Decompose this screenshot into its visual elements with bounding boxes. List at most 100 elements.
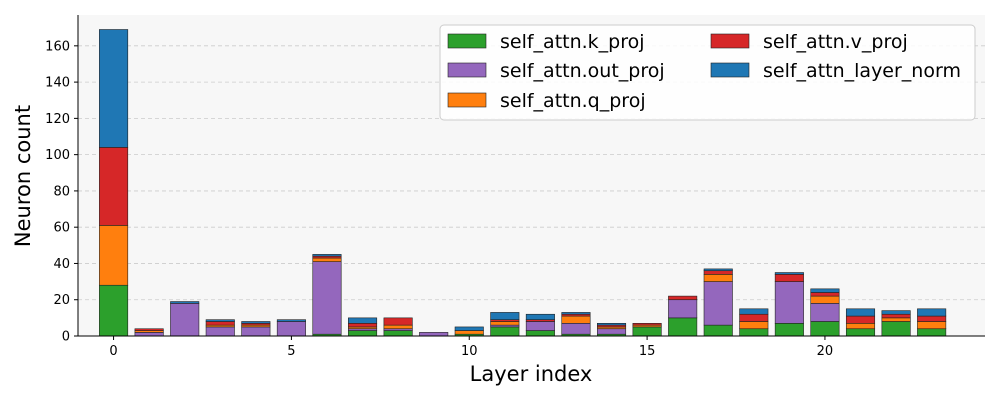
bar-segment bbox=[597, 323, 627, 326]
bar-segment bbox=[810, 321, 840, 337]
bar-segment bbox=[312, 254, 342, 257]
bar-segment bbox=[205, 321, 235, 326]
y-tick-label: 40 bbox=[53, 257, 70, 272]
y-axis-title: Neuron count bbox=[11, 105, 35, 247]
bar-segment bbox=[845, 328, 876, 337]
y-tick-label: 0 bbox=[62, 330, 70, 345]
bar-segment bbox=[881, 310, 911, 315]
bar-segment bbox=[561, 323, 591, 335]
bar-segment bbox=[490, 321, 520, 326]
bar-segment bbox=[739, 313, 769, 322]
legend-swatch bbox=[447, 92, 487, 108]
bar-segment bbox=[454, 330, 484, 335]
legend-swatch bbox=[447, 62, 487, 78]
bar-segment bbox=[703, 270, 733, 275]
bar-segment bbox=[739, 308, 769, 315]
bar-segment bbox=[810, 303, 840, 322]
bar-segment bbox=[276, 319, 306, 322]
bar-segment bbox=[774, 272, 804, 275]
bar-segment bbox=[561, 312, 591, 315]
bar-segment bbox=[810, 292, 840, 297]
bar-segment bbox=[917, 308, 947, 317]
bar-segment bbox=[810, 288, 840, 293]
x-tick-label: 5 bbox=[287, 344, 295, 359]
bar-segment bbox=[490, 312, 520, 320]
bar-segment bbox=[276, 321, 306, 337]
bar-segment bbox=[454, 326, 484, 331]
bar-segment bbox=[703, 268, 733, 272]
bar-segment bbox=[917, 321, 947, 330]
bar-segment bbox=[561, 315, 591, 324]
legend-swatch bbox=[710, 62, 750, 78]
bar-segment bbox=[668, 317, 698, 337]
bar-segment bbox=[917, 328, 947, 337]
legend-box bbox=[439, 24, 976, 121]
y-tick-label: 140 bbox=[45, 76, 70, 91]
bar-segment bbox=[881, 317, 911, 322]
bar-segment bbox=[490, 326, 520, 337]
x-tick-label: 0 bbox=[109, 344, 117, 359]
y-tick-label: 120 bbox=[45, 112, 70, 127]
bar-segment bbox=[845, 308, 876, 317]
bar-segment bbox=[241, 326, 271, 337]
bar-segment bbox=[881, 321, 911, 337]
y-tick-label: 100 bbox=[45, 148, 70, 163]
y-tick-label: 60 bbox=[53, 221, 70, 236]
legend: self_attn.k_proj self_attn.v_proj self_att… bbox=[439, 24, 976, 121]
bar-segment bbox=[525, 330, 555, 337]
bar-segment bbox=[348, 317, 378, 324]
x-axis-title: Layer index bbox=[470, 362, 593, 386]
bar-segment bbox=[774, 323, 804, 337]
bar-segment bbox=[419, 332, 449, 337]
bar-segment bbox=[170, 301, 200, 304]
y-tick-label: 20 bbox=[53, 293, 70, 308]
bar-segment bbox=[668, 295, 698, 301]
bar-segment bbox=[134, 328, 164, 331]
bar-segment bbox=[668, 299, 698, 319]
bar-segment bbox=[632, 326, 662, 337]
x-tick-label: 15 bbox=[639, 344, 656, 359]
bar-segment bbox=[241, 321, 271, 324]
bar-segment bbox=[99, 147, 129, 226]
bar-segment bbox=[632, 323, 662, 326]
bar-segment bbox=[810, 295, 840, 304]
bar-segment bbox=[917, 315, 947, 322]
bar-segment bbox=[845, 323, 876, 330]
bar-segment bbox=[597, 328, 627, 335]
legend-label: self_attn.k_proj bbox=[500, 31, 645, 53]
bar-segment bbox=[348, 323, 378, 328]
bar-segment bbox=[774, 274, 804, 282]
y-ticks: 0 20 40 60 80 100 120 140 160 bbox=[45, 39, 78, 345]
bar-segment bbox=[703, 324, 733, 337]
bar-segment bbox=[739, 321, 769, 330]
legend-label: self_attn.out_proj bbox=[500, 60, 665, 82]
bar-segment bbox=[525, 313, 555, 320]
bar-segment bbox=[312, 261, 342, 335]
legend-swatch bbox=[447, 33, 487, 49]
x-ticks: 0 5 10 15 20 bbox=[109, 336, 833, 359]
bar-segment bbox=[170, 303, 200, 337]
bar-segment bbox=[205, 319, 235, 322]
bar-segment bbox=[383, 330, 413, 337]
bars-group bbox=[99, 29, 947, 337]
bar-segment bbox=[774, 281, 804, 324]
bar-segment bbox=[99, 29, 129, 148]
bar-segment bbox=[703, 274, 733, 282]
y-tick-label: 160 bbox=[45, 39, 70, 54]
legend-label: self_attn_layer_norm bbox=[763, 60, 961, 82]
bar-segment bbox=[525, 321, 555, 331]
legend-label: self_attn.q_proj bbox=[500, 90, 646, 112]
bar-segment bbox=[205, 326, 235, 337]
legend-swatch bbox=[710, 33, 750, 49]
bar-segment bbox=[134, 332, 164, 337]
x-tick-label: 10 bbox=[461, 344, 478, 359]
bar-segment bbox=[383, 324, 413, 330]
x-tick-label: 20 bbox=[817, 344, 834, 359]
bar-segment bbox=[881, 313, 911, 319]
bar-segment bbox=[739, 328, 769, 337]
bar-segment bbox=[99, 284, 129, 337]
bar-segment bbox=[99, 225, 129, 286]
legend-label: self_attn.v_proj bbox=[763, 31, 908, 53]
